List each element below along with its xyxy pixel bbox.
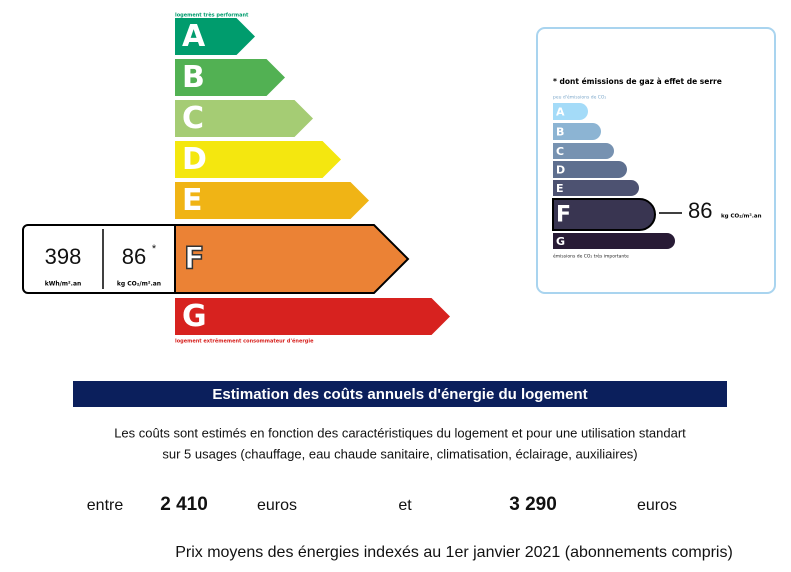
ghg-bottom-note: émissions de CO₂ très importante	[553, 253, 629, 260]
max-unit: euros	[637, 497, 677, 514]
class-letter: G	[182, 299, 207, 334]
from-word: entre	[87, 497, 124, 514]
footnote: Prix moyens des énergies indexés au 1er …	[175, 544, 733, 561]
ghg-unit: kg CO₂/m².an	[117, 281, 161, 288]
ghg-letter: A	[556, 106, 565, 119]
ghg-bar	[553, 123, 601, 140]
ghg-letter: E	[556, 182, 564, 195]
ghg-letter: C	[556, 145, 564, 158]
min-cost: 2 410	[160, 494, 208, 515]
class-bar	[175, 182, 369, 219]
class-letter: A	[182, 19, 206, 54]
ghg-bar	[553, 233, 675, 249]
min-unit: euros	[257, 497, 297, 514]
class-letter: C	[182, 101, 204, 136]
class-bar	[175, 141, 341, 178]
ghg-side-value: 86	[688, 198, 712, 223]
ghg-bar	[553, 161, 627, 178]
top-note: logement très performant	[175, 12, 249, 19]
class-letter: F	[184, 242, 205, 277]
ghg-title: * dont émissions de gaz à effet de serre	[553, 77, 722, 86]
cost-title: Estimation des coûts annuels d'énergie d…	[212, 386, 587, 403]
class-letter: E	[182, 183, 203, 218]
class-bar	[174, 224, 410, 294]
energy-unit: kWh/m².an	[45, 281, 82, 288]
max-cost: 3 290	[509, 494, 557, 515]
ghg-bar	[553, 180, 639, 196]
ghg-letter: F	[556, 203, 571, 228]
class-bar	[175, 298, 450, 335]
class-bar	[175, 18, 255, 55]
ghg-top-note: peu d'émissions de CO₂	[553, 94, 606, 101]
ghg-bar	[553, 103, 588, 120]
energy-value: 398	[45, 244, 82, 269]
ghg-letter: G	[556, 235, 565, 248]
ghg-star: *	[152, 243, 157, 255]
ghg-bar	[552, 198, 656, 231]
and-word: et	[398, 497, 412, 514]
ghg-letter: B	[556, 126, 564, 139]
description: sur 5 usages (chauffage, eau chaude sani…	[162, 446, 637, 461]
ghg-side-unit: kg CO₂/m².an	[721, 213, 762, 220]
ghg-value: 86	[122, 244, 146, 269]
class-letter: B	[182, 60, 205, 95]
class-letter: D	[182, 142, 207, 177]
bottom-note: logement extrêmement consommateur d'éner…	[175, 338, 314, 345]
ghg-letter: D	[556, 164, 565, 177]
ghg-bar	[553, 143, 614, 159]
cost-header	[73, 381, 727, 407]
ghg-box	[536, 27, 776, 294]
description: Les coûts sont estimés en fonction des c…	[114, 425, 686, 440]
class-bar	[175, 59, 285, 96]
class-bar	[175, 100, 313, 137]
